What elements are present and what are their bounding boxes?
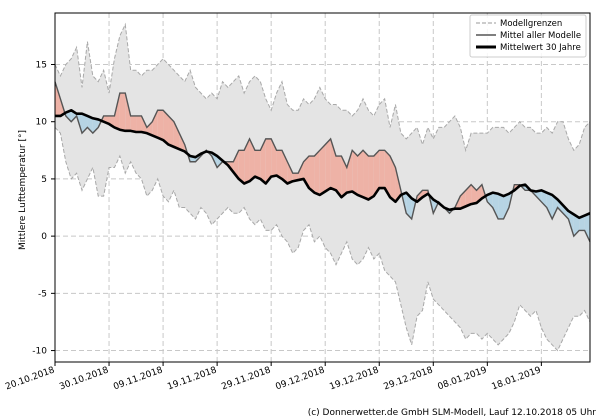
warm-anomaly-fill: [281, 150, 288, 184]
legend-box: [469, 14, 587, 58]
warm-anomaly-fill: [146, 121, 153, 136]
cold-anomaly-fill: [552, 194, 558, 219]
warm-anomaly-fill: [260, 138, 266, 184]
cold-anomaly-fill: [584, 213, 590, 242]
cold-anomaly-fill: [579, 215, 585, 231]
y-tick-label: 10: [36, 118, 48, 128]
warm-anomaly-fill: [265, 138, 272, 184]
cold-anomaly-fill: [487, 192, 493, 208]
y-tick-label: 5: [41, 175, 47, 185]
warm-anomaly-fill: [319, 144, 326, 195]
y-axis-title: Mittlere Lufttemperatur [°]: [18, 130, 28, 250]
warm-anomaly-fill: [325, 138, 331, 192]
cold-anomaly-fill: [562, 205, 569, 219]
climate-mean-line: [55, 108, 591, 220]
cold-anomaly-fill: [406, 192, 412, 219]
warm-anomaly-fill: [308, 156, 315, 193]
warm-anomaly-fill: [238, 150, 245, 184]
cold-anomaly-fill: [557, 199, 563, 214]
warm-anomaly-fill: [157, 110, 164, 141]
cold-anomaly-fill: [492, 192, 499, 219]
y-axis: -10 -5 0 5 10 15: [32, 60, 55, 357]
copyright-note: (c) Donnerwetter.de GmbH SLM-Modell, Lau…: [308, 408, 597, 418]
y-tick-label: 0: [41, 232, 47, 242]
warm-anomaly-fill: [130, 115, 137, 132]
warm-anomaly-fill: [341, 156, 347, 198]
warm-anomaly-fill: [465, 184, 472, 207]
warm-anomaly-fill: [373, 150, 380, 197]
cold-anomaly-fill: [535, 190, 542, 202]
warm-anomaly-fill: [390, 156, 396, 202]
warm-anomaly-fill: [163, 110, 169, 145]
cold-anomaly-fill: [573, 214, 580, 237]
warm-anomaly-fill: [168, 115, 174, 147]
warm-anomaly-fill: [125, 93, 131, 131]
warm-anomaly-fill: [384, 150, 391, 198]
warm-anomaly-fill: [346, 150, 353, 193]
warm-anomaly-fill: [244, 138, 250, 184]
warm-anomaly-fill: [276, 150, 282, 179]
warm-anomaly-fill: [417, 190, 423, 202]
warm-anomaly-fill: [119, 93, 126, 131]
warm-anomaly-fill: [314, 150, 320, 195]
warm-anomaly-fill: [298, 161, 304, 181]
cold-anomaly-fill: [546, 192, 553, 219]
y-tick-label: 15: [36, 60, 47, 70]
model-max-line: [54, 22, 591, 153]
warm-anomaly-fill: [55, 81, 61, 116]
plot-frame: [54, 12, 591, 363]
warm-anomaly-fill: [363, 150, 369, 200]
models-mean-line: [54, 81, 591, 243]
legend-label-mean: Mittel aller Modelle: [500, 31, 581, 41]
model-min-line: [54, 127, 591, 352]
warm-anomaly-fill: [357, 150, 364, 198]
cold-anomaly-fill: [498, 193, 504, 219]
y-tick-label: -10: [32, 347, 47, 357]
warm-anomaly-fill: [352, 150, 358, 195]
warm-anomaly-fill: [114, 93, 120, 130]
cold-anomaly-fill: [217, 156, 223, 168]
warm-anomaly-fill: [152, 110, 158, 138]
warm-anomaly-fill: [379, 150, 385, 189]
legend: Modellgrenzen Mittel aller Modelle Mitte…: [469, 14, 587, 58]
series-lines: [54, 81, 591, 243]
legend-label-bounds: Modellgrenzen: [500, 19, 562, 29]
warm-anomaly-fill: [254, 150, 261, 179]
cold-anomaly-fill: [503, 193, 509, 219]
warm-anomaly-fill: [336, 156, 342, 198]
warm-anomaly-fill: [136, 115, 142, 132]
warm-anomaly-fill: [179, 133, 185, 152]
warm-anomaly-fill: [287, 161, 293, 184]
cold-anomaly-fill: [92, 118, 99, 134]
warm-anomaly-fill: [173, 121, 180, 150]
warm-anomaly-fill: [249, 138, 255, 182]
y-tick-label: -5: [38, 289, 47, 299]
legend-label-climate: Mittelwert 30 Jahre: [500, 43, 581, 53]
warm-anomaly-fill: [368, 156, 374, 200]
